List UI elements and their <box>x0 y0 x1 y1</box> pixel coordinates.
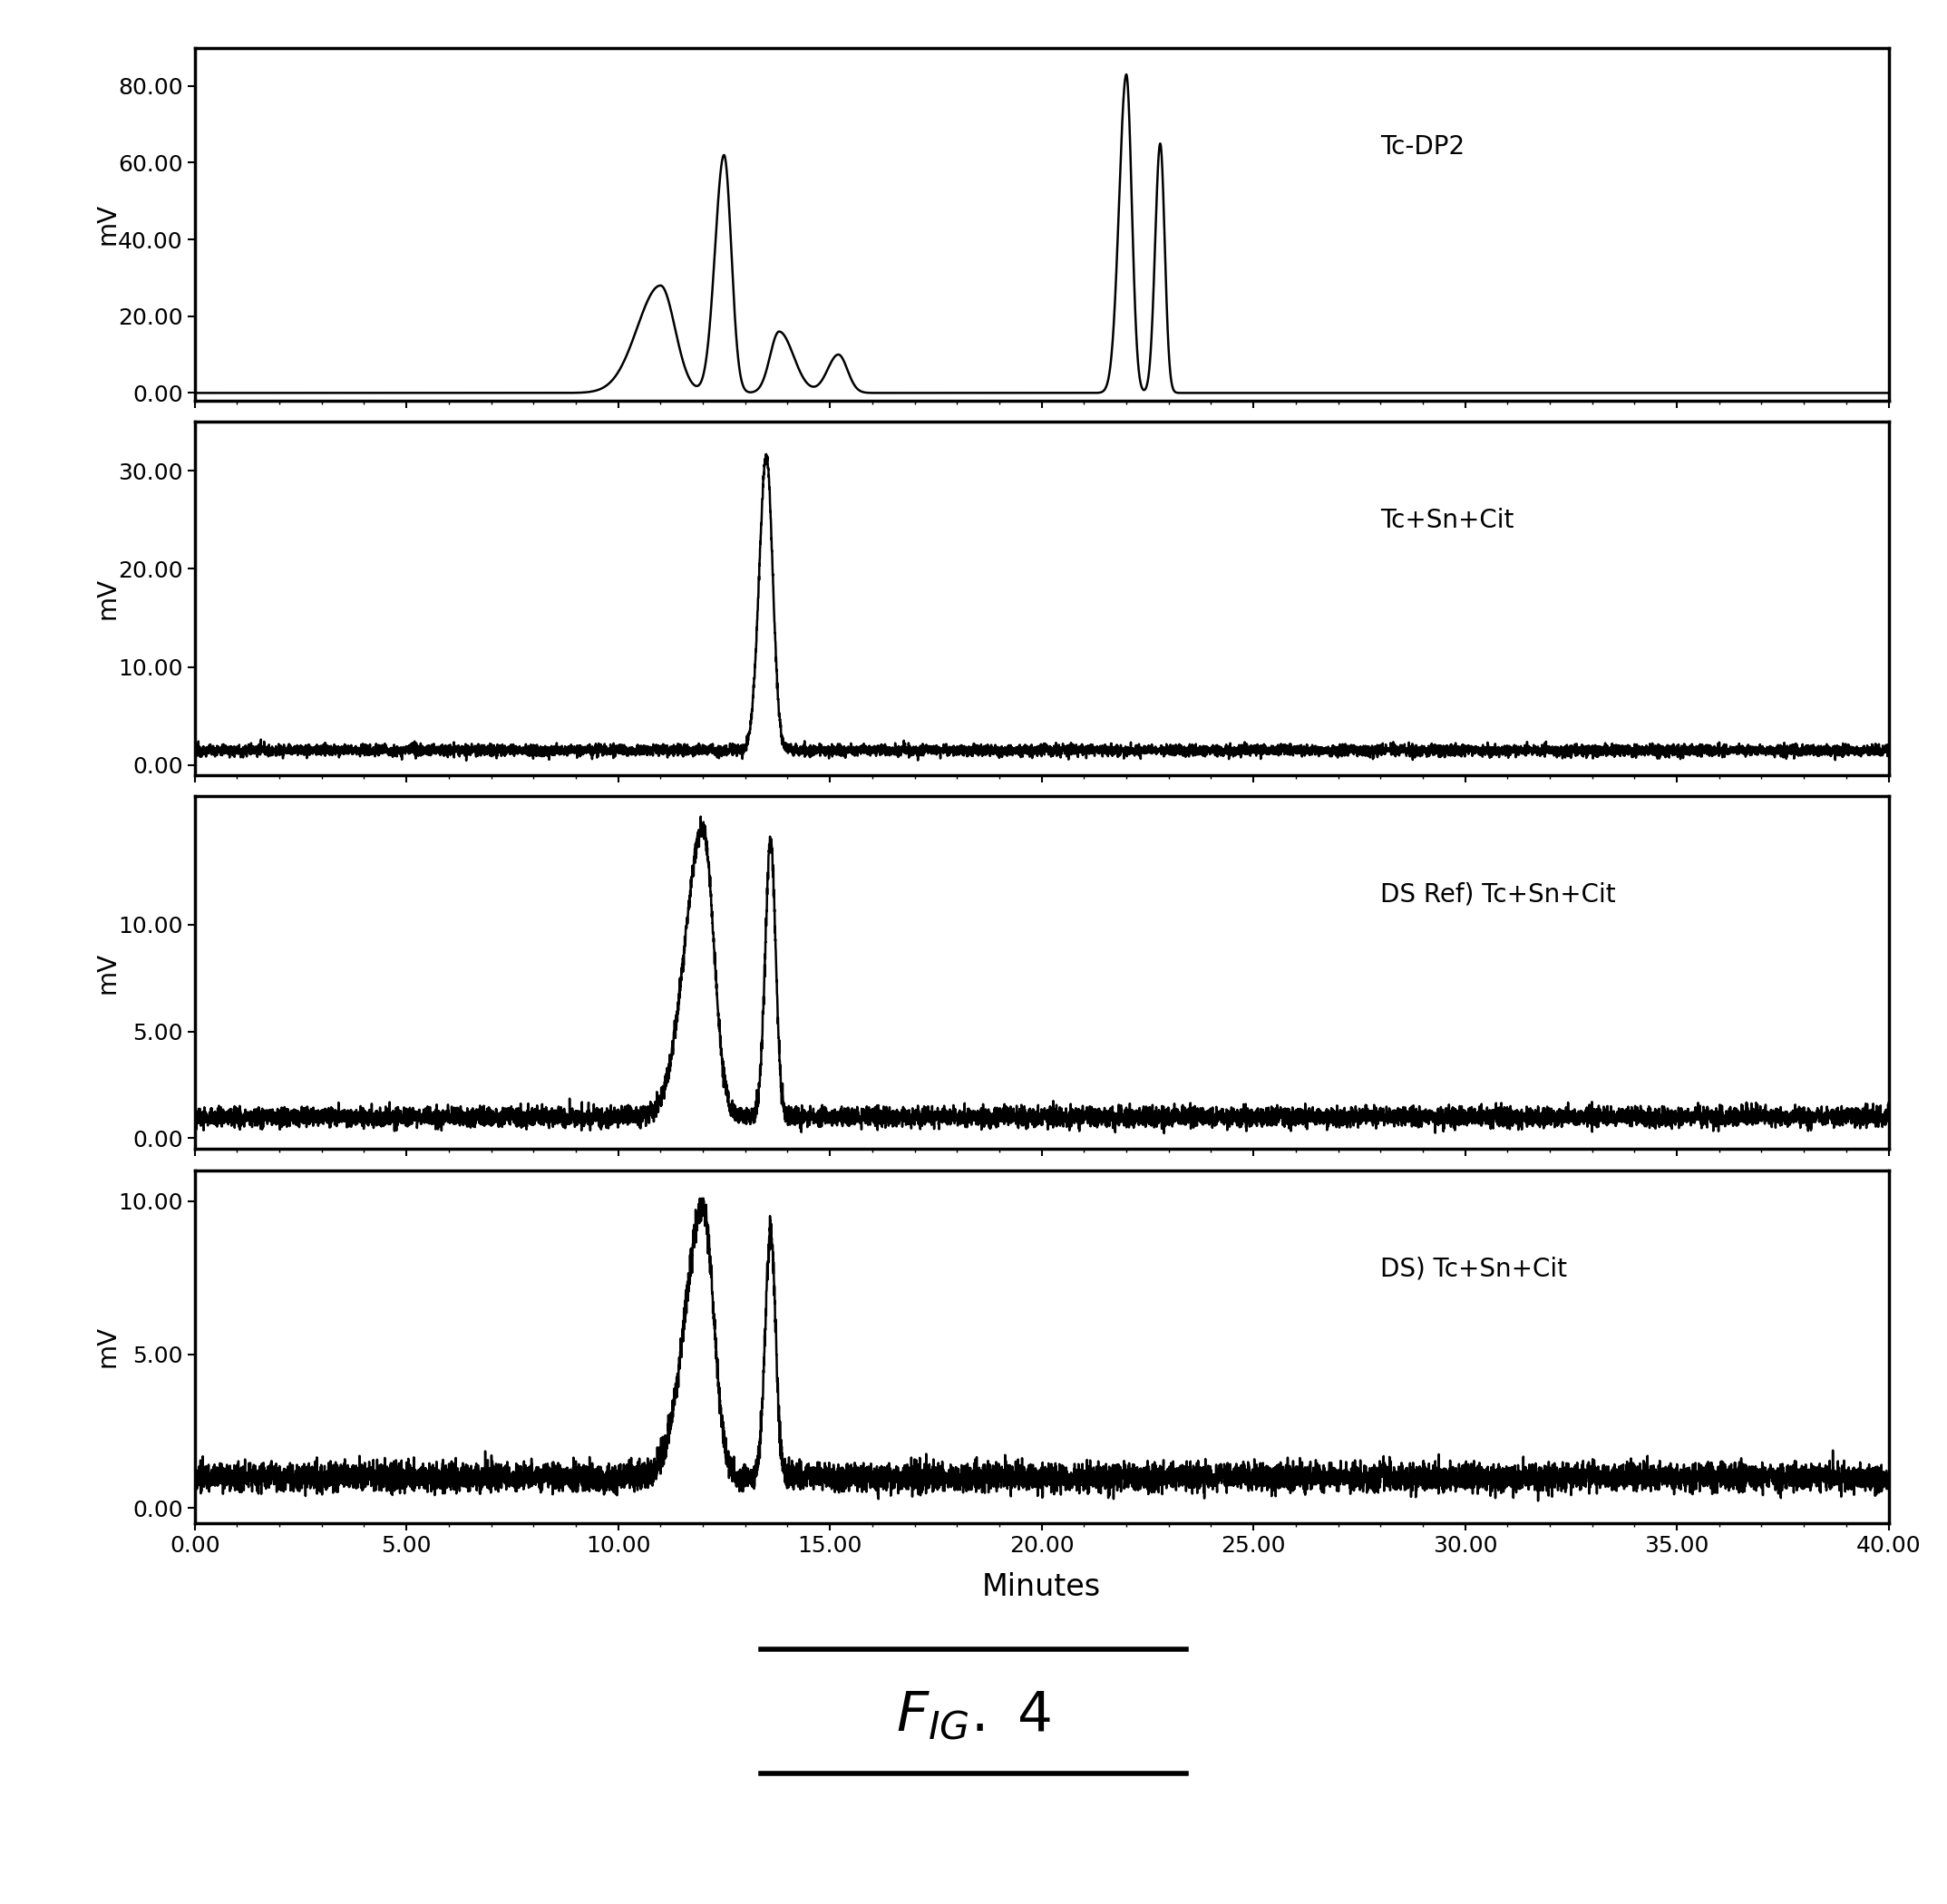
Y-axis label: mV: mV <box>95 1325 121 1367</box>
Text: DS) Tc+Sn+Cit: DS) Tc+Sn+Cit <box>1380 1257 1567 1281</box>
Text: $\mathit{F_{IG}.\ 4}$: $\mathit{F_{IG}.\ 4}$ <box>896 1689 1051 1742</box>
Text: DS Ref) Tc+Sn+Cit: DS Ref) Tc+Sn+Cit <box>1380 882 1616 908</box>
Y-axis label: mV: mV <box>95 204 121 246</box>
Y-axis label: mV: mV <box>95 577 121 619</box>
Y-axis label: mV: mV <box>95 952 121 994</box>
Text: Tc-DP2: Tc-DP2 <box>1380 133 1464 160</box>
Text: Tc+Sn+Cit: Tc+Sn+Cit <box>1380 508 1515 533</box>
X-axis label: Minutes: Minutes <box>981 1573 1102 1601</box>
